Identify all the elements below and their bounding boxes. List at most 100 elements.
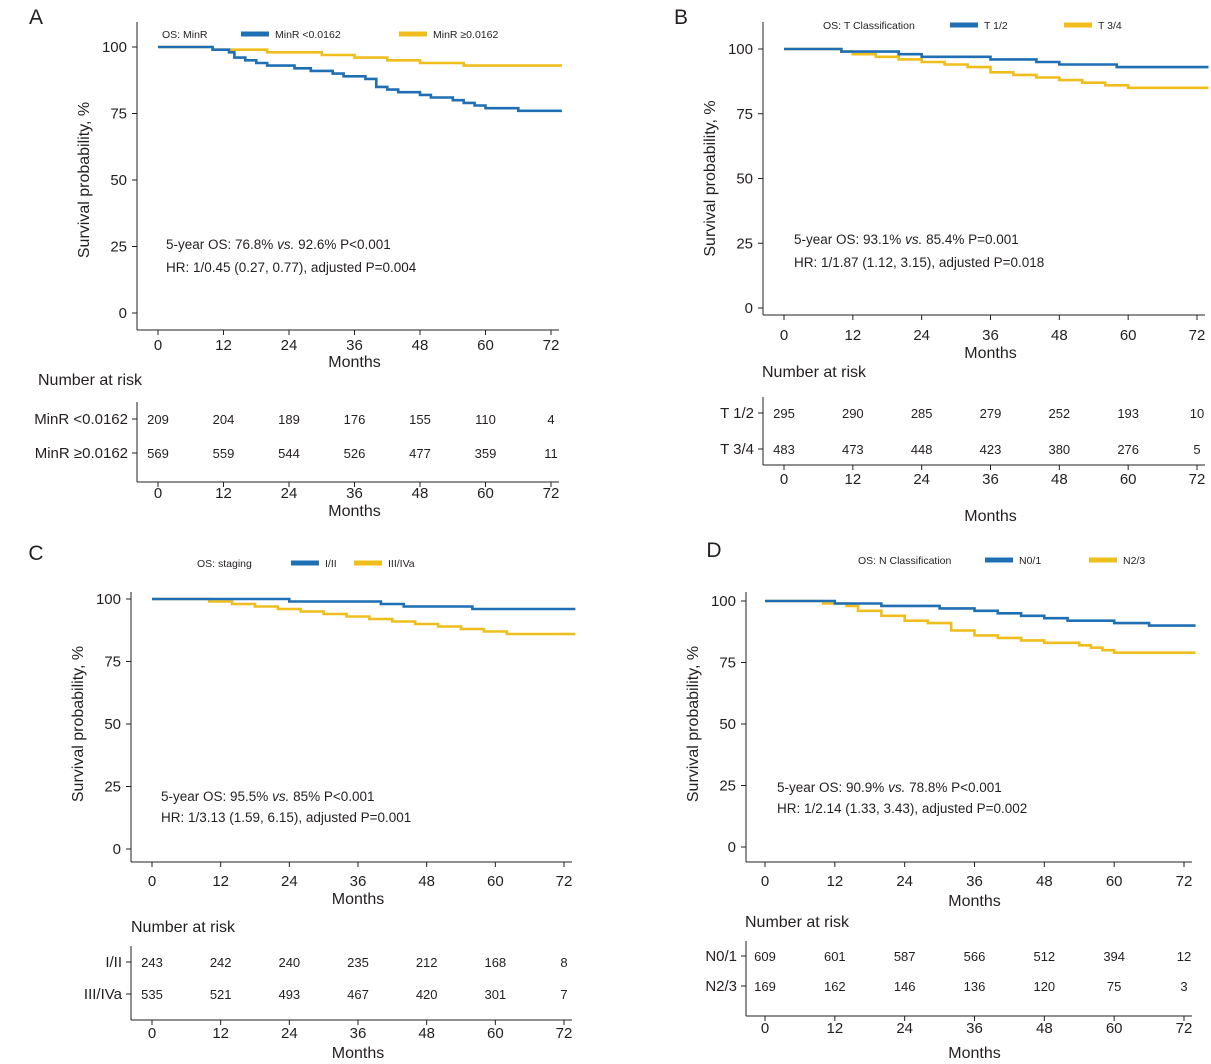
risk-x-axis-label: Months bbox=[964, 508, 1016, 525]
risk-row-label: T 1/2 bbox=[720, 405, 754, 422]
risk-value: 301 bbox=[484, 987, 506, 1002]
legend-title: OS: MinR bbox=[162, 29, 208, 41]
risk-value: 10 bbox=[1190, 406, 1204, 421]
risk-value: 526 bbox=[344, 446, 366, 461]
risk-table: Number at risk T 1/2 295 290 285 279 252 193 10 T… bbox=[720, 364, 1205, 525]
risk-x-tick-label: 36 bbox=[966, 1020, 983, 1037]
risk-x-tick-label: 72 bbox=[1176, 1020, 1193, 1037]
y-tick-label: 100 bbox=[96, 591, 121, 608]
x-tick-label: 24 bbox=[281, 873, 298, 890]
x-tick-label: 12 bbox=[215, 337, 232, 354]
x-tick-label: 0 bbox=[761, 873, 769, 890]
risk-value: 423 bbox=[980, 442, 1002, 457]
annotation-line-2: HR: 1/0.45 (0.27, 0.77), adjusted P=0.00… bbox=[166, 260, 417, 275]
x-tick-label: 48 bbox=[418, 873, 435, 890]
risk-x-tick-label: 60 bbox=[487, 1025, 504, 1042]
y-tick-label: 50 bbox=[719, 716, 736, 733]
risk-value: 521 bbox=[210, 987, 232, 1002]
x-tick-label: 36 bbox=[346, 337, 363, 354]
panel-letter: C bbox=[28, 542, 43, 565]
risk-table-title: Number at risk bbox=[38, 372, 143, 389]
x-tick-label: 0 bbox=[154, 337, 162, 354]
risk-value: 587 bbox=[894, 949, 916, 964]
risk-value: 212 bbox=[416, 955, 438, 970]
x-tick-label: 72 bbox=[1176, 873, 1193, 890]
y-tick-label: 50 bbox=[104, 716, 121, 733]
x-tick-label: 24 bbox=[896, 873, 913, 890]
legend-entry-1: T 1/2 bbox=[984, 20, 1008, 32]
y-axis: 0 25 50 75 100 Survival probability, % bbox=[76, 22, 138, 330]
risk-value: 559 bbox=[213, 446, 235, 461]
risk-x-tick-label: 24 bbox=[896, 1020, 913, 1037]
risk-value: 136 bbox=[964, 979, 986, 994]
risk-value: 467 bbox=[347, 987, 369, 1002]
x-tick-label: 48 bbox=[1051, 327, 1068, 344]
y-tick-label: 75 bbox=[719, 655, 736, 672]
risk-x-tick-label: 60 bbox=[477, 485, 494, 502]
x-tick-label: 12 bbox=[826, 873, 843, 890]
risk-x-axis-label: Months bbox=[332, 1045, 384, 1062]
risk-x-tick-label: 24 bbox=[913, 471, 930, 488]
legend-entry-2: N2/3 bbox=[1123, 555, 1145, 567]
risk-value: 169 bbox=[754, 979, 776, 994]
risk-value: 483 bbox=[773, 442, 795, 457]
y-tick-label: 100 bbox=[711, 593, 736, 610]
panel-letter: B bbox=[674, 6, 688, 29]
risk-x-tick-label: 60 bbox=[1120, 471, 1137, 488]
legend-entry-2: MinR ≥0.0162 bbox=[433, 29, 498, 41]
risk-value: 295 bbox=[773, 406, 795, 421]
x-axis: 0 12 24 36 48 60 72 Months bbox=[763, 314, 1205, 362]
annotation-suffix: 85.4% P=0.001 bbox=[922, 232, 1018, 247]
y-tick-label: 25 bbox=[110, 239, 127, 256]
survival-curve-1 bbox=[158, 45, 562, 113]
annotation-prefix: 5-year OS: 95.5% bbox=[161, 789, 272, 804]
risk-x-axis-label: Months bbox=[948, 1045, 1000, 1062]
risk-x-tick-label: 48 bbox=[1036, 1020, 1053, 1037]
risk-x-tick-label: 0 bbox=[780, 471, 788, 488]
risk-table: Number at risk N0/1 609 601 587 566 512 394 12 N2… bbox=[705, 914, 1192, 1062]
x-tick-label: 72 bbox=[543, 337, 560, 354]
risk-table-title: Number at risk bbox=[745, 914, 850, 931]
x-axis: 0 12 24 36 48 60 72 Months bbox=[746, 861, 1193, 910]
km-panel-a: A OS: MinR MinR <0.0162 MinR ≥0.0162 0 25 50 75… bbox=[29, 6, 562, 520]
x-tick-label: 0 bbox=[780, 327, 788, 344]
y-tick-label: 75 bbox=[110, 106, 127, 123]
risk-x-tick-label: 36 bbox=[350, 1025, 367, 1042]
risk-table-title: Number at risk bbox=[762, 364, 867, 381]
risk-value: 11 bbox=[544, 446, 558, 461]
y-tick-label: 0 bbox=[728, 839, 736, 856]
survival-curve-2 bbox=[765, 599, 1196, 654]
x-tick-label: 36 bbox=[966, 873, 983, 890]
risk-value: 290 bbox=[842, 406, 864, 421]
risk-x-tick-label: 24 bbox=[281, 1025, 298, 1042]
annotation-prefix: 5-year OS: 93.1% bbox=[794, 232, 905, 247]
annotation-vs: vs. bbox=[277, 237, 294, 252]
risk-value: 168 bbox=[484, 955, 506, 970]
panel-letter: D bbox=[706, 539, 721, 562]
km-panel-b: B OS: T Classification T 1/2 T 3/4025507510… bbox=[674, 6, 1209, 525]
panel-letter: A bbox=[29, 6, 43, 29]
y-tick-label: 0 bbox=[113, 841, 121, 858]
risk-x-tick-label: 48 bbox=[412, 485, 429, 502]
legend-title: OS: N Classification bbox=[858, 555, 952, 567]
risk-x-tick-label: 0 bbox=[148, 1025, 156, 1042]
risk-value: 193 bbox=[1117, 406, 1139, 421]
annotation-vs: vs. bbox=[888, 780, 905, 795]
annotation-suffix: 78.8% P<0.001 bbox=[905, 780, 1001, 795]
y-tick-label: 50 bbox=[736, 171, 753, 188]
risk-value: 535 bbox=[141, 987, 163, 1002]
x-axis-label: Months bbox=[964, 345, 1016, 362]
risk-table-title: Number at risk bbox=[131, 919, 236, 936]
risk-value: 120 bbox=[1033, 979, 1055, 994]
legend-entry-2: III/IVa bbox=[388, 558, 415, 570]
km-panel-d: D OS: N Classification N0/1 N2/3 0 25 50 75 100 S… bbox=[685, 539, 1196, 1062]
annotation-suffix: 92.6% P<0.001 bbox=[294, 237, 390, 252]
risk-value: 204 bbox=[213, 412, 235, 427]
x-tick-label: 0 bbox=[148, 873, 156, 890]
risk-value: 601 bbox=[824, 949, 846, 964]
legend: OS: T Classification T 1/2 T 3/4 bbox=[823, 20, 1122, 32]
y-axis-label: Survival probability, % bbox=[76, 102, 93, 258]
x-tick-label: 60 bbox=[1106, 873, 1123, 890]
risk-row-label: N2/3 bbox=[705, 978, 737, 995]
risk-value: 155 bbox=[409, 412, 431, 427]
